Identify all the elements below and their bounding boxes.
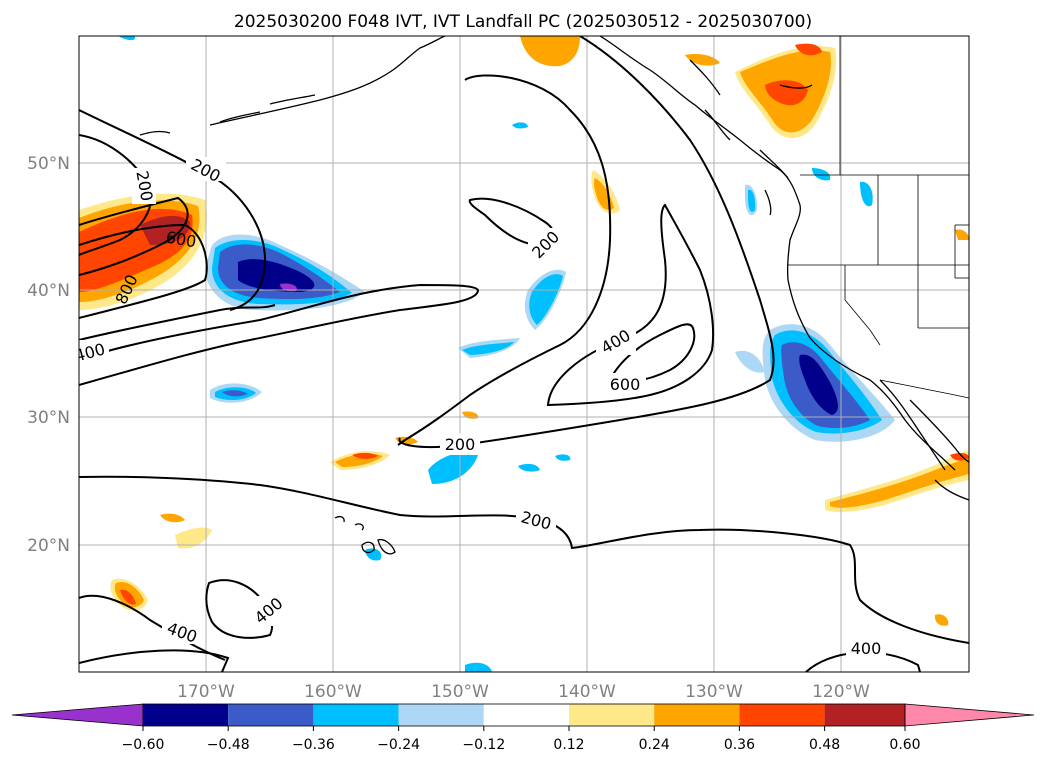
colorbar-segment xyxy=(228,704,314,726)
contour-label-bg xyxy=(606,373,646,395)
lat-tick-label: 50°N xyxy=(27,154,70,174)
colorbar-tick-label: −0.48 xyxy=(207,737,250,753)
lon-tick-label: 150°W xyxy=(431,682,489,702)
contour-label-bg xyxy=(528,228,564,262)
coast-hawaii xyxy=(334,515,396,555)
colorbar-segment xyxy=(569,704,655,726)
coast-alaska xyxy=(209,36,446,126)
contour-label-bg xyxy=(250,596,288,626)
colorbar-segment xyxy=(483,704,569,726)
colorbar-segment xyxy=(824,704,905,726)
colorbar-extend-low xyxy=(11,703,144,727)
figure-title: 2025030200 F048 IVT, IVT Landfall PC (20… xyxy=(234,12,812,32)
contour-200-south xyxy=(79,475,969,644)
colorbar-tick-label: −0.36 xyxy=(292,737,335,753)
colorbar-tick-label: −0.24 xyxy=(377,737,420,753)
colorbar-tick-label: −0.60 xyxy=(122,737,165,753)
colorbar-tick-label: −0.12 xyxy=(462,737,505,753)
colorbar-tick-label: 0.36 xyxy=(724,737,755,753)
ivt-contours xyxy=(79,36,969,672)
map-frame xyxy=(78,35,970,673)
coastlines xyxy=(139,36,969,555)
contour-label-bg xyxy=(79,340,109,362)
colorbar-segment xyxy=(398,704,484,726)
contour-label-bg xyxy=(440,433,480,455)
lat-tick-label: 30°N xyxy=(27,408,70,428)
colorbar: −0.60 −0.48 −0.36 −0.24 −0.12 0.12 0.24 … xyxy=(11,703,1035,753)
lat-tick-label: 20°N xyxy=(27,536,70,556)
contour-label: 200 xyxy=(445,435,476,454)
contour-label-bg xyxy=(516,508,556,532)
contour-label-bg xyxy=(846,637,886,659)
contour-label-bg xyxy=(186,157,226,181)
contour-200-west xyxy=(79,109,267,311)
colorbar-tick-label: 0.24 xyxy=(639,737,670,753)
lon-tick-label: 140°W xyxy=(558,682,616,702)
contour-400-center xyxy=(397,74,612,446)
lon-tick-label: 120°W xyxy=(812,682,870,702)
contour-label: 400 xyxy=(851,639,882,658)
gridlines xyxy=(79,36,969,672)
map-panel: 200 200 600 800 400 200 400 600 200 200 … xyxy=(79,36,969,672)
colorbar-segment xyxy=(313,704,399,726)
colorbar-segment xyxy=(739,704,825,726)
colorbar-extend-high xyxy=(904,703,1035,727)
colorbar-frame xyxy=(142,703,906,727)
lon-tick-label: 170°W xyxy=(177,682,235,702)
contour-label-bg xyxy=(162,620,202,644)
colorbar-segment xyxy=(654,704,740,726)
coast-baja xyxy=(879,379,946,471)
colorbar-segment xyxy=(143,704,229,726)
borders xyxy=(788,36,969,399)
contour-label-bg xyxy=(596,327,636,355)
contour-label: 600 xyxy=(610,375,641,394)
lat-tick-label: 40°N xyxy=(27,281,70,301)
colorbar-tick-label: 0.12 xyxy=(553,737,584,753)
colorbar-tick-label: 0.48 xyxy=(809,737,840,753)
colorbar-tick-label: 0.60 xyxy=(889,737,920,753)
contour-400-west xyxy=(79,283,480,386)
lon-tick-label: 160°W xyxy=(304,682,362,702)
contour-label-bg xyxy=(132,168,156,204)
colorbar-ticks xyxy=(142,726,906,731)
lon-tick-label: 130°W xyxy=(685,682,743,702)
lon-axis: 170°W 160°W 150°W 140°W 130°W 120°W xyxy=(177,682,870,702)
lat-axis: 50°N 40°N 30°N 20°N xyxy=(27,154,70,556)
contour-400-southwest xyxy=(205,579,273,639)
